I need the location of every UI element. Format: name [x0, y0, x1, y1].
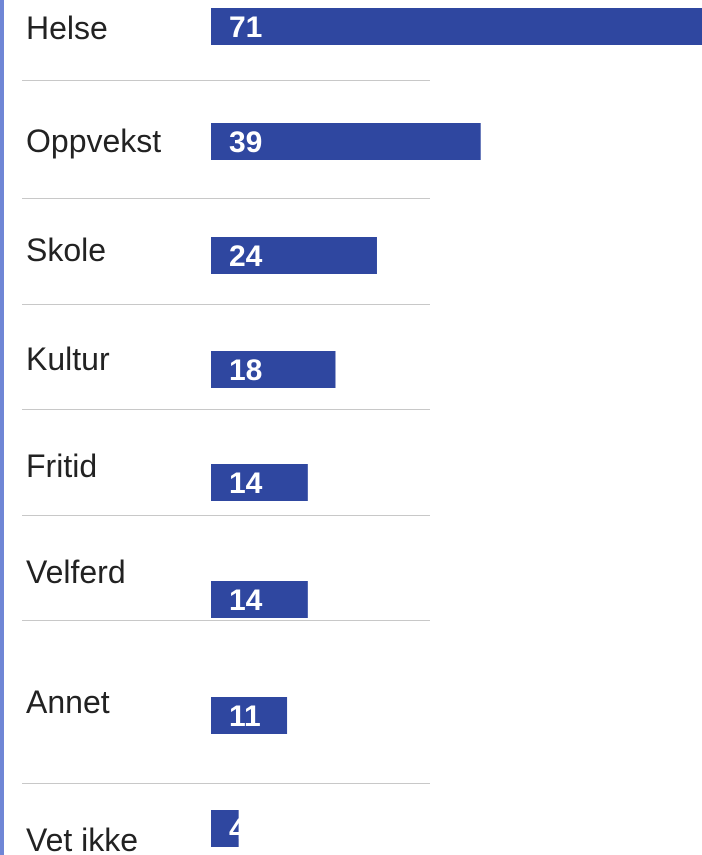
category-label: Skole: [26, 232, 106, 268]
data-label: 4: [229, 813, 246, 846]
bar: [211, 8, 702, 45]
category-label: Annet: [26, 684, 110, 720]
data-label: 18: [229, 354, 262, 387]
category-label: Kultur: [26, 341, 110, 377]
data-label: 14: [229, 467, 263, 500]
category-label: Vet ikke: [26, 822, 138, 855]
data-label: 14: [229, 584, 263, 617]
category-label: Oppvekst: [26, 123, 161, 159]
category-label: Velferd: [26, 554, 126, 590]
data-label: 39: [229, 126, 262, 159]
category-label: Fritid: [26, 448, 97, 484]
data-label: 11: [229, 700, 261, 733]
data-label: 71: [229, 11, 262, 44]
data-label: 24: [229, 240, 263, 273]
category-label: Helse: [26, 10, 108, 46]
